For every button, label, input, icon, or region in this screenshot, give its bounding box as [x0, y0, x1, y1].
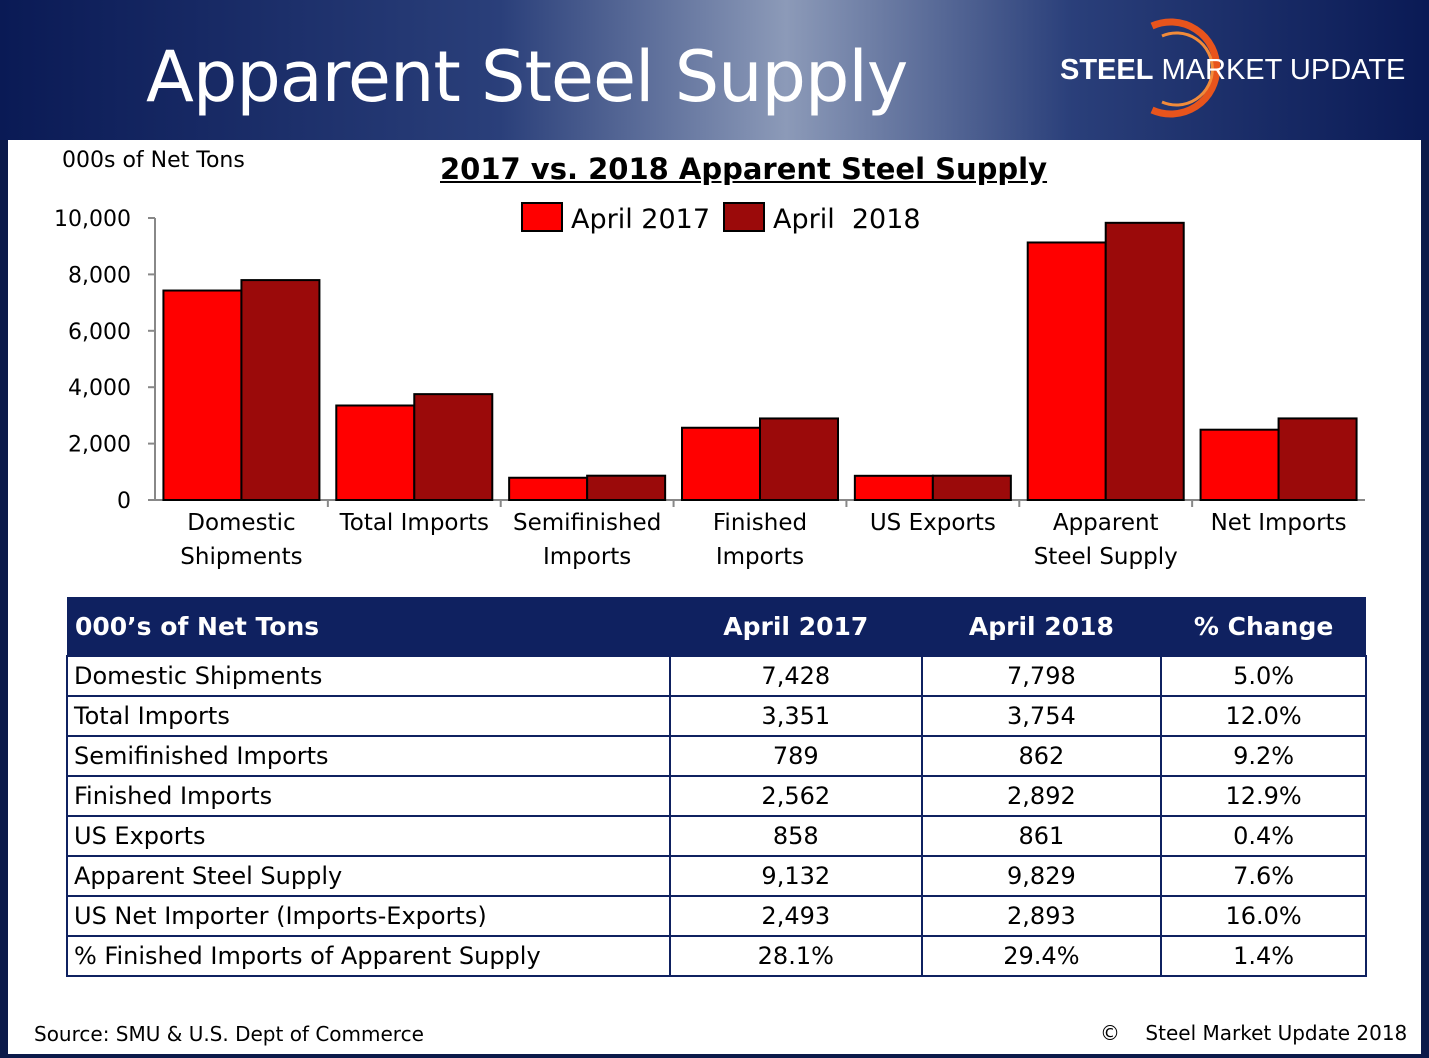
x-category-label: Net Imports	[1211, 510, 1347, 536]
table-header-label: 000’s of Net Tons	[67, 597, 670, 656]
table-cell: 29.4%	[920, 935, 1163, 977]
bar-2017	[853, 474, 934, 502]
table-cell: 862	[920, 735, 1163, 777]
table-cell: 2,893	[920, 895, 1163, 937]
table-cell: 9,132	[668, 855, 923, 897]
table-row-label: Domestic Shipments	[66, 655, 671, 697]
table-row-label: US Exports	[66, 815, 671, 857]
x-category-label: Domestic	[187, 510, 295, 536]
bar-2017	[681, 426, 761, 501]
legend-label-2017: April 2017	[571, 204, 711, 235]
x-category-label: Imports	[543, 544, 631, 570]
table-cell: 2,562	[668, 775, 923, 817]
bar-2017	[508, 476, 589, 502]
y-tick-label: 4,000	[68, 376, 131, 401]
bar-chart: 10,000 8,000 6,000 4,000 2,000 0 Domestic Shipm…	[54, 207, 1365, 570]
x-category-label: Steel Supply	[1034, 544, 1178, 570]
y-axis-label: 000s of Net Tons	[62, 148, 245, 173]
logo-text: STEEL MARKET UPDATE	[1060, 54, 1405, 87]
table-cell: 12.0%	[1160, 695, 1367, 737]
table-row-label: % Finished Imports of Apparent Supply	[66, 935, 671, 977]
table-cell: 12.9%	[1160, 775, 1367, 817]
legend-swatch-2017	[521, 202, 563, 232]
table-row: Finished Imports 2,562 2,892 12.9%	[66, 775, 1367, 817]
y-tick-label: 8,000	[68, 263, 131, 288]
table-cell: 3,754	[920, 695, 1163, 737]
table-row: Semifinished Imports 789 862 9.2%	[66, 735, 1367, 777]
x-category-label: Shipments	[180, 544, 302, 570]
bar-2018	[586, 474, 667, 501]
table-header-row: 000’s of Net Tons April 2017 April 2018 …	[67, 597, 1366, 656]
y-tick-label: 10,000	[54, 207, 131, 232]
y-tick-label: 2,000	[68, 433, 131, 458]
table-row-label: Semifinished Imports	[66, 735, 671, 777]
data-table: 000’s of Net Tons April 2017 April 2018 …	[66, 597, 1367, 977]
copyright-note: © Steel Market Update 2018	[1100, 1021, 1408, 1045]
x-category-label: Total Imports	[339, 510, 489, 536]
bar-2017	[1026, 241, 1107, 501]
table-cell: 3,351	[668, 695, 923, 737]
legend-label-2018: April 2018	[773, 204, 921, 235]
legend-swatch-2018	[723, 202, 765, 232]
brand-logo: STEEL MARKET UPDATE	[1060, 18, 1420, 118]
table-cell: 7,428	[668, 655, 923, 697]
bar-2018	[240, 279, 321, 501]
bar-2017	[1199, 428, 1280, 501]
bar-2017	[335, 404, 416, 501]
table-cell: 858	[668, 815, 923, 857]
table-cell: 2,892	[920, 775, 1163, 817]
bar-2018	[413, 393, 494, 502]
table-cell: 5.0%	[1160, 655, 1367, 697]
table-cell: 2,493	[668, 895, 923, 937]
table-row-label: Total Imports	[66, 695, 671, 737]
logo-text-bold: STEEL	[1060, 54, 1154, 86]
table-cell: 7,798	[920, 655, 1163, 697]
source-note: Source: SMU & U.S. Dept of Commerce	[34, 1022, 424, 1046]
bar-2017	[162, 289, 243, 501]
bar-2018	[759, 417, 839, 501]
table-row: Total Imports 3,351 3,754 12.0%	[66, 695, 1367, 737]
table-cell: 1.4%	[1160, 935, 1367, 977]
table-header-change: % Change	[1161, 597, 1366, 656]
table-row: US Net Importer (Imports-Exports) 2,493 2,…	[66, 895, 1367, 937]
table-cell: 9,829	[920, 855, 1163, 897]
legend-item-2017: April 2017	[521, 202, 710, 235]
table-row: % Finished Imports of Apparent Supply 28.…	[66, 935, 1367, 977]
legend-item-2018: April 2018	[723, 202, 921, 235]
table-row: Apparent Steel Supply 9,132 9,829 7.6%	[66, 855, 1367, 897]
table-cell: 7.6%	[1160, 855, 1367, 897]
logo-text-rest: MARKET UPDATE	[1153, 54, 1406, 86]
y-tick-label: 6,000	[68, 320, 131, 345]
table-row: Domestic Shipments 7,428 7,798 5.0%	[66, 655, 1367, 697]
y-tick-label: 0	[117, 489, 131, 514]
logo-arc-icon	[1150, 18, 1221, 118]
table-cell: 0.4%	[1160, 815, 1367, 857]
table-header-2017: April 2017	[669, 597, 922, 656]
x-category-label: Apparent	[1053, 510, 1159, 536]
x-category-label: Finished	[713, 510, 807, 536]
table-row-label: US Net Importer (Imports-Exports)	[66, 895, 671, 937]
bar-2018	[1104, 221, 1185, 501]
x-category-label: US Exports	[870, 510, 996, 536]
table-cell: 789	[668, 735, 923, 777]
table-cell: 861	[920, 815, 1163, 857]
x-category-label: Semifinished	[513, 510, 661, 536]
table-cell: 16.0%	[1160, 895, 1367, 937]
table-cell: 9.2%	[1160, 735, 1367, 777]
chart-title: 2017 vs. 2018 Apparent Steel Supply	[440, 152, 1048, 186]
table-row: US Exports 858 861 0.4%	[66, 815, 1367, 857]
table-cell: 28.1%	[668, 935, 923, 977]
table-row-label: Apparent Steel Supply	[66, 855, 671, 897]
table-row-label: Finished Imports	[66, 775, 671, 817]
x-category-label: Imports	[716, 544, 804, 570]
table-header-2018: April 2018	[921, 597, 1162, 656]
bar-2018	[931, 474, 1012, 501]
bar-2018	[1277, 417, 1358, 501]
page-title: Apparent Steel Supply	[146, 36, 908, 118]
